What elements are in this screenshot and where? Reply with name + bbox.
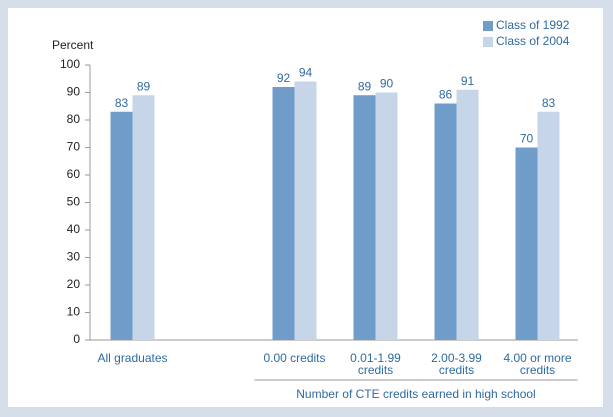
y-tick-label: 70 — [67, 140, 81, 154]
y-tick-label: 10 — [67, 305, 81, 319]
value-label: 86 — [439, 88, 453, 102]
value-label: 89 — [358, 79, 372, 93]
value-label: 70 — [520, 132, 534, 146]
y-tick-label: 60 — [67, 167, 81, 181]
y-tick-label: 30 — [67, 250, 81, 264]
bar — [110, 111, 133, 340]
bar — [353, 95, 376, 340]
x-group-label: Number of CTE credits earned in high sch… — [296, 387, 535, 401]
y-tick-label: 80 — [67, 112, 81, 126]
value-label: 91 — [461, 74, 475, 88]
y-tick-label: 50 — [67, 195, 81, 209]
bar — [132, 95, 155, 340]
value-label: 90 — [380, 77, 394, 91]
bar — [537, 111, 560, 340]
bar — [456, 89, 479, 340]
y-tick-label: 0 — [73, 332, 80, 346]
y-tick-label: 20 — [67, 277, 81, 291]
bar — [375, 92, 398, 340]
y-axis-label: Percent — [52, 38, 94, 52]
bar — [294, 81, 317, 340]
bar — [434, 103, 457, 340]
x-tick-label: 0.01-1.99 credits — [350, 351, 401, 377]
bar — [515, 147, 538, 340]
legend-label: Class of 1992 — [496, 18, 570, 32]
y-tick-label: 40 — [67, 222, 81, 236]
legend-label: Class of 2004 — [496, 34, 570, 48]
value-label: 92 — [277, 71, 291, 85]
y-tick-label: 100 — [60, 57, 80, 71]
y-tick-label: 90 — [67, 85, 81, 99]
x-tick-label: 0.00 credits — [263, 351, 326, 365]
legend-swatch — [483, 37, 493, 47]
value-label: 89 — [137, 79, 151, 93]
x-tick-label: 2.00-3.99 credits — [431, 351, 482, 377]
bar — [272, 87, 295, 340]
value-label: 83 — [115, 96, 129, 110]
x-tick-label: 4.00 or more credits — [503, 351, 572, 377]
value-label: 94 — [299, 66, 313, 80]
x-tick-label: All graduates — [97, 351, 168, 365]
value-label: 83 — [542, 96, 556, 110]
legend-swatch — [483, 21, 493, 31]
